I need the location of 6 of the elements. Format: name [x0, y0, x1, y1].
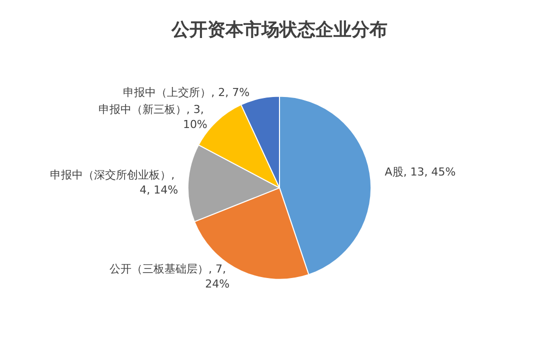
slice-label: 申报中（深交所创业板）, 4, 14%: [50, 168, 178, 197]
slice-label: A股, 13, 45%: [384, 166, 456, 179]
chart-title: 公开资本市场状态企业分布: [170, 20, 388, 40]
slice-label: 申报中（新三板）, 3, 10%: [98, 103, 208, 132]
slice-label: 申报中（上交所）, 2, 7%: [123, 86, 250, 100]
slice-label: 公开（三板基础层）, 7, 24%: [110, 262, 230, 290]
